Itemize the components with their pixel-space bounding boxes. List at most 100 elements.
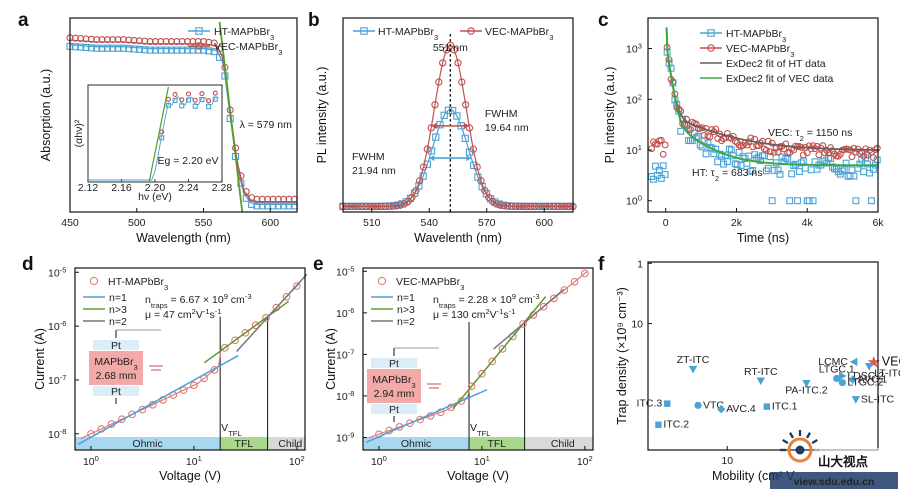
ntraps-label: ntraps = 6.67 × 109 cm-3 <box>145 292 252 310</box>
y-axis-label: PL intensity (a.u.) <box>315 67 329 164</box>
pl-curve-1 <box>343 44 573 207</box>
trap-point-label: LDSC.2 <box>847 370 884 382</box>
vec-decay-point <box>708 126 716 133</box>
absorption-point-0 <box>162 46 170 54</box>
iv-data-point <box>117 415 126 424</box>
thickness-label: 2.94 mm <box>374 388 415 400</box>
ht-decay-point <box>770 166 778 174</box>
iv-data-point <box>498 345 507 353</box>
absorption-point-1 <box>93 36 101 44</box>
iv-data-point <box>251 321 260 330</box>
vec-decay-point <box>762 146 770 154</box>
trap-point-itc-2 <box>655 421 662 428</box>
pl-point-1 <box>419 163 428 171</box>
pl-point-1 <box>550 202 558 211</box>
x-tick-label: 570 <box>478 217 496 229</box>
absorption-point-1 <box>274 195 282 203</box>
absorption-point-1 <box>141 37 149 45</box>
iv-data-point <box>128 410 136 419</box>
iv-data-point <box>282 292 291 301</box>
pl-point-1 <box>450 46 458 54</box>
pl-point-1 <box>427 124 435 132</box>
legend-a-label-1: VEC-MAPbBr3 <box>214 41 282 57</box>
pl-point-1 <box>496 201 504 209</box>
ntraps-label: ntraps = 2.28 × 109 cm-3 <box>433 292 540 310</box>
iv-data-point <box>560 286 569 294</box>
pl-point-1 <box>396 201 405 209</box>
ht-decay-point <box>856 160 864 168</box>
pl-point-1 <box>557 202 566 211</box>
ht-decay-point <box>723 158 731 166</box>
ht-decay-point <box>655 166 663 174</box>
legend-a-0-marker <box>195 27 203 35</box>
legend-b-label-1: VEC-MAPbBr3 <box>485 26 553 42</box>
watermark-bg <box>814 448 898 470</box>
region-tfl <box>469 437 525 450</box>
inset-tangent <box>148 86 169 183</box>
region-child-label: Child <box>278 438 302 450</box>
x-tick-label: 100 <box>371 454 387 469</box>
absorption-point-1 <box>167 38 176 46</box>
panel-d: d Ohmic TFL Child VTFL 100 101 102 10-8 10-7 10-6 1… <box>22 254 308 483</box>
absorption-point-0 <box>269 202 277 210</box>
pl-point-1 <box>508 202 516 210</box>
inset-a: 2.12 2.16 2.20 2.24 2.28 hν (eV) (αhν)² Eg = 2.… <box>73 84 233 203</box>
ht-decay-point <box>784 155 792 163</box>
ht-decay-point <box>848 166 856 174</box>
legend-e-label-0: VEC-MAPbBr3 <box>396 276 464 292</box>
trap-point-label: LT-ITC <box>874 367 900 379</box>
panel-label-e: e <box>313 254 324 275</box>
inset-x-tick-label: 2.12 <box>78 182 99 194</box>
ht-decay-point <box>774 166 782 174</box>
absorption-point-0 <box>146 46 154 54</box>
pl-point-1 <box>423 145 431 153</box>
pl-point-1 <box>462 101 470 109</box>
pl-point-1 <box>404 197 412 206</box>
y-tick-label: 10-7 <box>336 347 354 362</box>
iv-data-point <box>241 328 250 337</box>
ht-decay-point <box>869 165 877 173</box>
iv-data-point <box>292 282 301 290</box>
pl-point-1 <box>446 41 454 50</box>
y-axis-label: Current (A) <box>33 328 47 390</box>
x-axis-label: Voltage (V) <box>447 469 509 483</box>
pl-point-0 <box>461 134 469 142</box>
x-tick-label: 0 <box>663 217 669 229</box>
plot-frame <box>342 17 574 213</box>
trap-point-avc-1 <box>848 375 857 384</box>
crystal-block <box>89 351 143 385</box>
fwhm-arrowhead <box>429 155 435 162</box>
y-tick-label: 10-6 <box>336 305 354 320</box>
pl-point-0 <box>440 111 448 119</box>
pl-point-1 <box>546 202 554 211</box>
pl-point-1 <box>473 163 481 171</box>
absorption-point-1 <box>119 36 127 44</box>
vec-decay-point <box>869 154 877 162</box>
inset-x-label: hν (eV) <box>138 191 172 203</box>
region-child <box>524 437 593 450</box>
region-child <box>267 437 305 450</box>
watermark-url-bg <box>770 472 898 489</box>
vec-decay-point <box>860 152 868 160</box>
trap-point-itc-1 <box>763 403 771 410</box>
y-axis-label: PL intensity (a.u.) <box>603 67 617 164</box>
fit-n1-line <box>77 354 239 445</box>
absorption-point-1 <box>87 35 95 43</box>
electrode-top-label: Pt <box>111 340 121 352</box>
absorption-point-1 <box>264 195 272 203</box>
vec-decay-point <box>799 151 807 159</box>
legend-b-1-marker <box>467 27 475 35</box>
vec-decay-point <box>648 145 655 153</box>
y-axis-label: Trap density (×10⁹ cm⁻³) <box>615 287 629 425</box>
vec-decay-point <box>815 151 823 159</box>
absorption-point-0 <box>205 47 213 55</box>
bandgap-tangent-line <box>218 21 244 213</box>
absorption-point-0 <box>183 46 192 54</box>
ht-decay-point <box>733 161 741 168</box>
watermark-url: view.sdu.edu.cn <box>794 476 875 488</box>
pl-point-1 <box>500 202 508 210</box>
inset-x-tick-label: 2.28 <box>212 182 233 194</box>
y-tick-label: 10-7 <box>48 372 66 387</box>
absorption-point-1 <box>109 36 117 44</box>
fwhm-arrowhead <box>464 122 470 129</box>
